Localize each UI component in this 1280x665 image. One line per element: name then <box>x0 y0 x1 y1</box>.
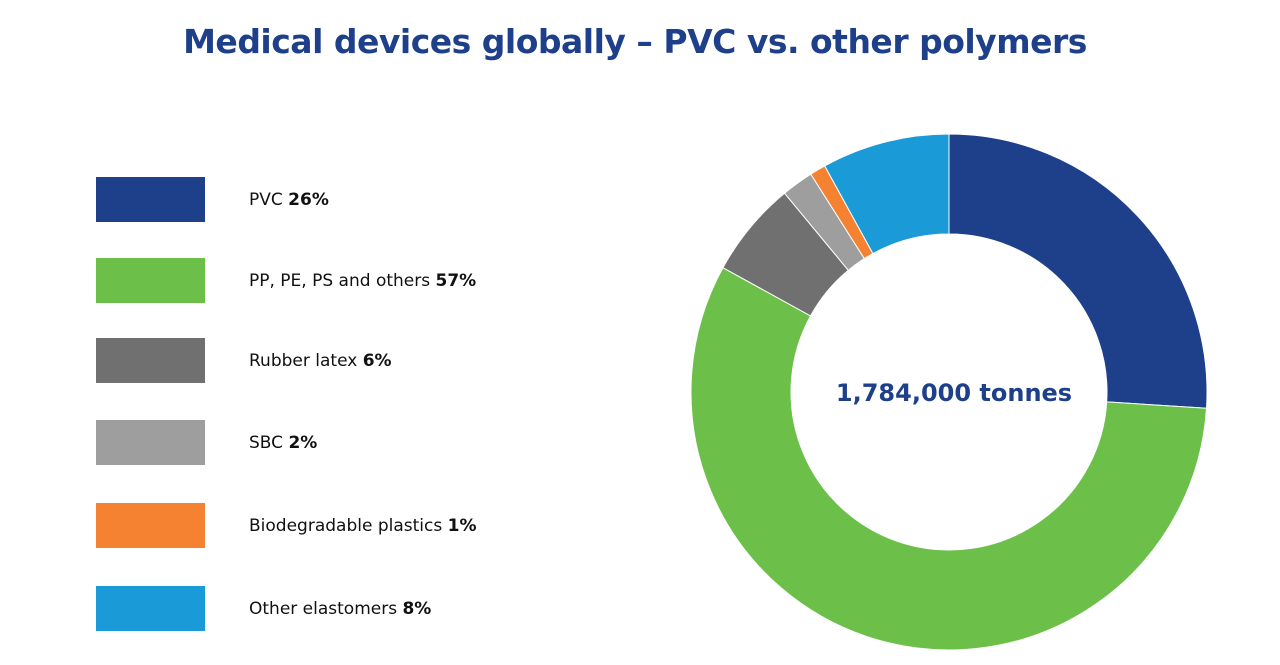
legend-value: 1% <box>447 515 477 536</box>
legend-label: PVC <box>249 189 283 210</box>
legend-text-sbc: SBC 2% <box>249 433 317 453</box>
legend-text-rubber-latex: Rubber latex 6% <box>249 351 392 371</box>
legend-swatch-pvc <box>96 177 205 222</box>
legend-item-pvc: PVC 26% <box>96 177 516 222</box>
legend-label: Other elastomers <box>249 598 398 619</box>
legend-text-pvc: PVC 26% <box>249 190 329 210</box>
donut-center-label: 1,784,000 tonnes <box>836 379 1072 407</box>
legend-label: PP, PE, PS and others <box>249 270 431 291</box>
legend-text-pp-pe-ps: PP, PE, PS and others 57% <box>249 271 476 291</box>
donut-slices <box>690 133 1208 651</box>
legend-swatch-other-elastomers <box>96 586 205 631</box>
legend-item-pp-pe-ps: PP, PE, PS and others 57% <box>96 258 516 303</box>
legend-swatch-pp-pe-ps <box>96 258 205 303</box>
chart-title: Medical devices globally – PVC vs. other… <box>183 22 1087 61</box>
legend-text-biodegradable: Biodegradable plastics 1% <box>249 516 476 536</box>
legend-item-other-elastomers: Other elastomers 8% <box>96 586 516 631</box>
legend-label: Rubber latex <box>249 350 358 371</box>
legend-swatch-sbc <box>96 420 205 465</box>
legend-swatch-biodegradable <box>96 503 205 548</box>
legend-swatch-rubber-latex <box>96 338 205 383</box>
legend-value: 2% <box>288 432 318 453</box>
legend-value: 8% <box>402 598 432 619</box>
legend-value: 57% <box>435 270 477 291</box>
donut-slice-other-elastomers <box>824 133 950 255</box>
legend-item-sbc: SBC 2% <box>96 420 516 465</box>
legend-text-other-elastomers: Other elastomers 8% <box>249 599 431 619</box>
legend-value: 26% <box>288 189 329 210</box>
legend-item-biodegradable: Biodegradable plastics 1% <box>96 503 516 548</box>
legend-item-rubber-latex: Rubber latex 6% <box>96 338 516 383</box>
legend-label: SBC <box>249 432 284 453</box>
donut-slice-pvc <box>948 133 1208 409</box>
legend-label: Biodegradable plastics <box>249 515 443 536</box>
legend-value: 6% <box>362 350 392 371</box>
donut-slice-pp-pe-ps-and-others <box>690 267 1208 651</box>
